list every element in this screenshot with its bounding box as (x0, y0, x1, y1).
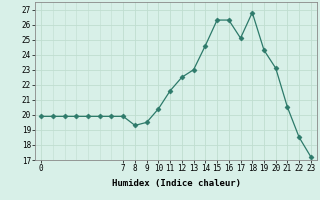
X-axis label: Humidex (Indice chaleur): Humidex (Indice chaleur) (111, 179, 241, 188)
